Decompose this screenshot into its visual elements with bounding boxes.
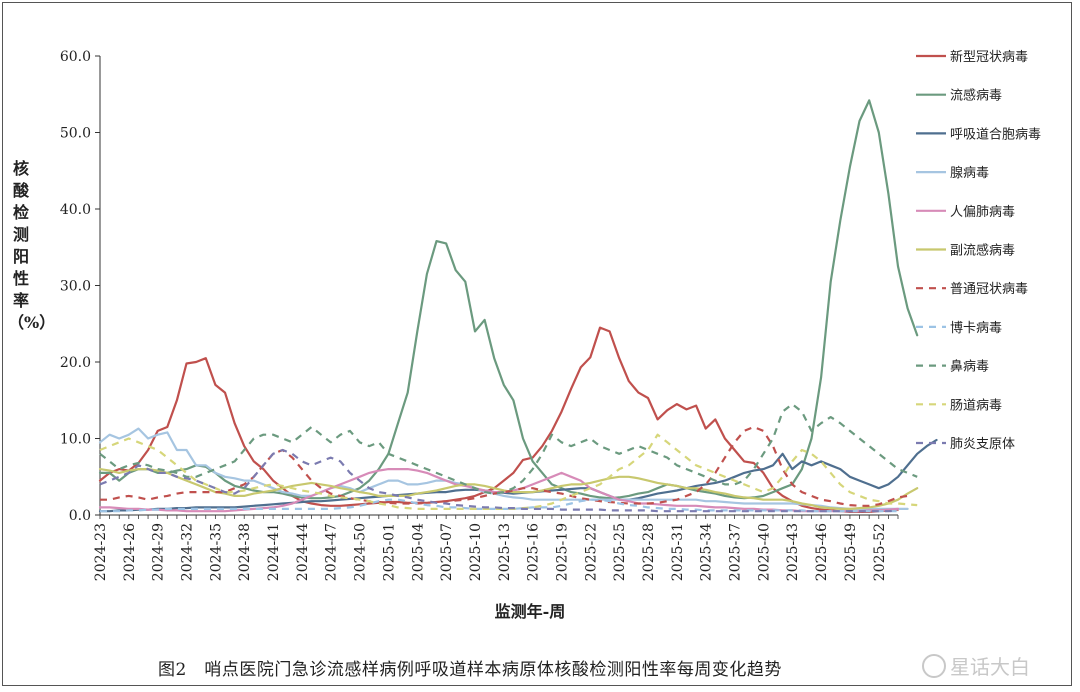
x-tick-label: 2025-49 [843,523,859,581]
series-line-7 [100,498,898,513]
watermark-logo-icon [922,654,946,678]
legend-label-2: 呼吸道合胞病毒 [950,127,1041,142]
x-tick-label: 2025-40 [756,523,772,581]
x-tick-label: 2024-41 [266,523,282,581]
legend-label-5: 副流感病毒 [950,243,1015,259]
x-tick-label: 2024-23 [93,523,109,581]
chart-legend: 新型冠状病毒流感病毒呼吸道合胞病毒腺病毒人偏肺病毒副流感病毒普通冠状病毒博卡病毒… [916,49,1041,452]
x-tick-label: 2024-35 [208,523,224,581]
x-tick-label: 2025-31 [670,523,686,581]
y-tick-label: 50.0 [60,126,91,142]
legend-label-3: 腺病毒 [950,166,989,181]
x-tick-label: 2024-50 [353,523,369,581]
x-tick-label: 2024-38 [237,523,253,581]
x-tick-label: 2025-07 [439,523,455,581]
y-tick-label: 0.0 [69,508,91,524]
x-tick-label: 2025-10 [468,523,484,581]
x-tick-label: 2025-16 [526,523,542,581]
x-tick-label: 2024-44 [295,523,311,581]
y-axis-label: 核酸检测阳性率（%） [8,159,56,332]
chart-ticks: 0.0 10.0 20.0 30.0 40.0 50.0 60.0 2024-23 2024-2… [60,49,899,581]
chart-axes [99,56,898,516]
x-tick-label: 2025-01 [381,523,397,581]
series-line-3 [98,427,909,510]
legend-label-9: 肠道病毒 [950,398,1002,413]
y-tick-label: 30.0 [60,279,91,295]
x-tick-label: 2024-29 [151,523,167,581]
x-tick-label: 2025-04 [410,523,426,581]
x-tick-label: 2025-34 [699,523,715,581]
x-tick-label: 2025-22 [583,523,599,581]
x-tick-label: 2025-37 [728,523,744,581]
legend-label-4: 人偏肺病毒 [950,205,1015,220]
series-line-9 [99,433,918,510]
x-tick-label: 2025-13 [497,523,513,581]
x-tick-label: 2025-43 [785,523,801,581]
series-line-6 [100,425,908,507]
series-line-0 [98,326,900,513]
watermark-text: 星话大白 [950,655,1030,679]
figure-frame [2,2,1072,686]
legend-label-10: 肺炎支原体 [950,437,1015,452]
x-tick-label: 2025-46 [814,523,830,581]
x-axis-label: 监测年-周 [494,602,566,621]
series-line-1 [98,99,919,500]
series-line-8 [99,403,918,495]
x-tick-label: 2024-26 [122,523,138,581]
legend-label-7: 博卡病毒 [950,321,1002,336]
legend-label-0: 新型冠状病毒 [950,49,1028,65]
legend-label-1: 流感病毒 [950,88,1002,104]
series-line-2 [98,438,938,513]
y-tick-label: 40.0 [60,202,91,218]
chart-series [98,99,938,513]
y-tick-label: 10.0 [60,432,91,448]
series-line-10 [99,448,899,513]
legend-label-6: 普通冠状病毒 [950,282,1028,297]
watermark: 星话大白 [922,651,1030,680]
legend-label-8: 鼻病毒 [950,359,989,375]
x-tick-label: 2025-19 [554,523,570,581]
x-tick-label: 2025-28 [641,523,657,581]
x-tick-label: 2025-52 [872,523,888,581]
x-tick-label: 2025-25 [612,523,628,581]
y-tick-label: 60.0 [60,49,91,65]
x-tick-label: 2024-47 [324,523,340,581]
x-tick-label: 2024-32 [180,523,196,581]
y-tick-label: 20.0 [60,355,91,371]
figure-caption: 图2 哨点医院门急诊流感样病例呼吸道样本病原体核酸检测阳性率每周变化趋势 [158,660,782,680]
